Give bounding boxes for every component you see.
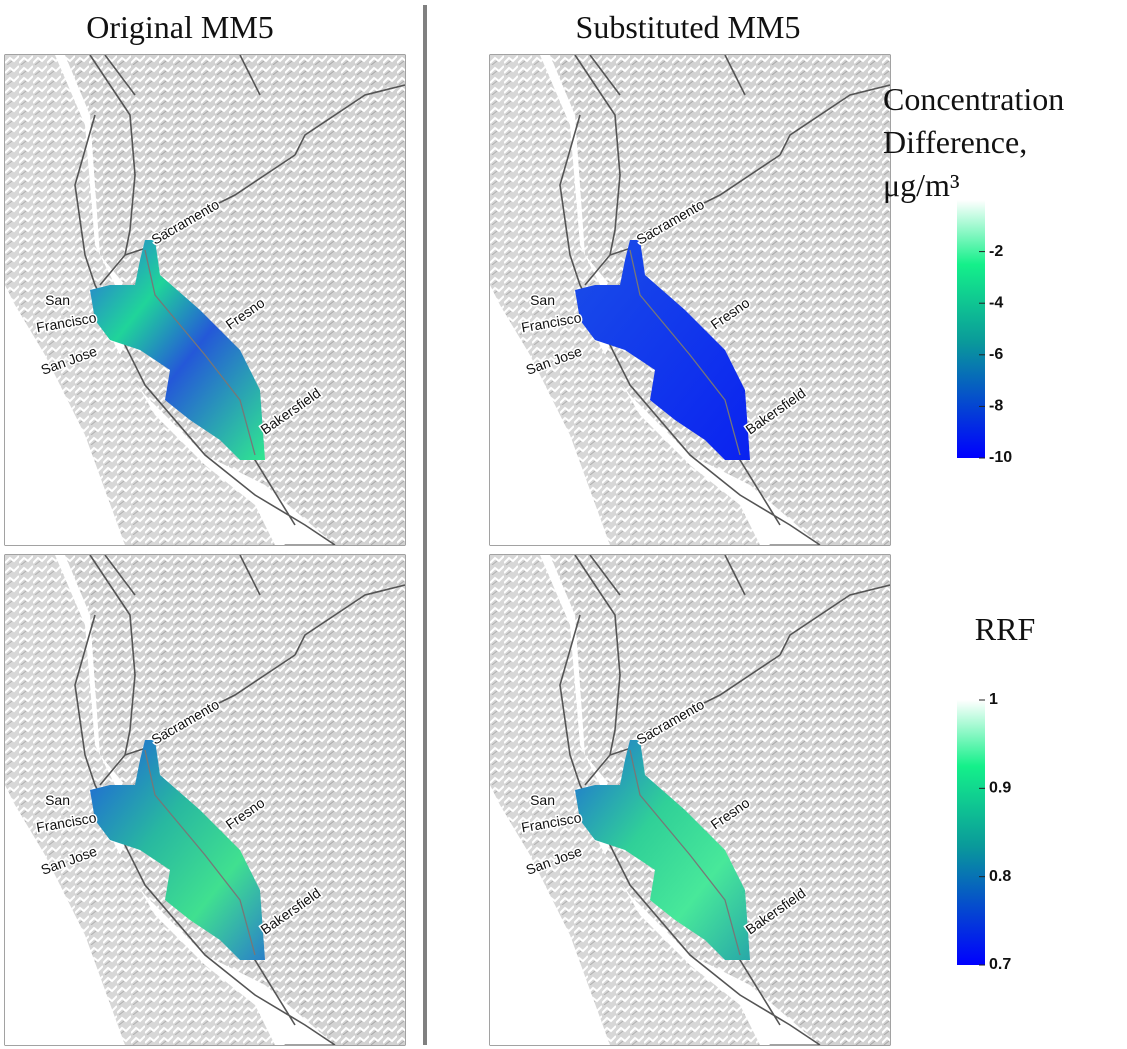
- colorbar-title: μg/m³: [883, 167, 960, 203]
- colorbar-tick-label: 1: [989, 691, 998, 708]
- colorbar-tick-label: -4: [989, 294, 1003, 311]
- colorbar: [957, 200, 985, 458]
- highway: [144, 249, 256, 456]
- column-title: Original MM5: [86, 9, 274, 45]
- city-label: San: [45, 792, 70, 808]
- city-label: San: [45, 292, 70, 308]
- city-label: San: [530, 292, 555, 308]
- city-label: San: [530, 792, 555, 808]
- colorbar-tick-label: -10: [989, 449, 1012, 466]
- colorbar-tick-label: 0.9: [989, 780, 1011, 797]
- column-title: Substituted MM5: [576, 9, 801, 45]
- colorbar-tick-label: -6: [989, 346, 1003, 363]
- colorbar-title: Difference,: [883, 124, 1027, 160]
- colorbar: [957, 700, 985, 965]
- colorbar-tick-label: -8: [989, 398, 1003, 415]
- colorbar-tick-label: 0.8: [989, 868, 1011, 885]
- colorbar-tick-label: -2: [989, 243, 1003, 260]
- highway: [629, 249, 741, 456]
- highway: [629, 749, 741, 956]
- colorbar-title: Concentration: [883, 81, 1064, 117]
- highway: [144, 749, 256, 956]
- colorbar-title: RRF: [975, 611, 1035, 647]
- colorbar-tick-label: 0.7: [989, 956, 1011, 973]
